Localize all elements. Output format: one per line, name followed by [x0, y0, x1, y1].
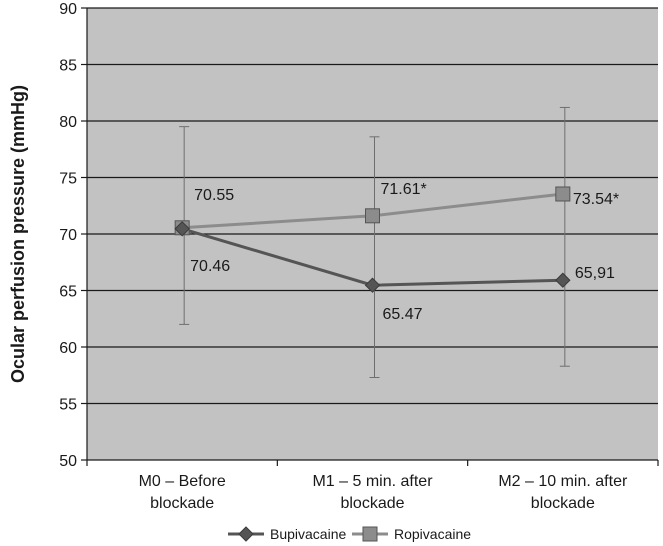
y-tick-label: 50 — [59, 453, 77, 470]
legend: Bupivacaine Ropivacaine — [228, 526, 471, 542]
x-tick-labels: M0 – Before blockade M1 – 5 min. after bloc… — [139, 473, 628, 512]
series-markers — [174, 186, 571, 293]
y-tick-label: 90 — [59, 1, 77, 18]
bupivacaine-point — [174, 221, 190, 237]
x-tick-label: blockade — [340, 495, 404, 512]
ropivacaine-point — [555, 186, 571, 202]
data-label: 65.47 — [383, 306, 423, 323]
x-tick-label: blockade — [150, 495, 214, 512]
data-label: 70.46 — [190, 258, 230, 275]
x-tick-label: M2 – 10 min. after — [498, 473, 628, 490]
x-tick-label: M0 – Before — [139, 473, 226, 490]
x-tick-label: blockade — [531, 495, 595, 512]
ropivacaine-point — [365, 208, 380, 224]
y-tick-label: 75 — [59, 171, 77, 188]
legend-label-ropivacaine: Ropivacaine — [394, 526, 471, 542]
data-labels: 70.46 65.47 65,91 70.55 71.61* 73.54* — [190, 181, 619, 323]
legend-marker-ropivacaine — [362, 526, 378, 542]
y-tick-label: 60 — [59, 340, 77, 357]
data-label: 70.55 — [194, 187, 234, 204]
y-tick-label: 85 — [59, 58, 77, 75]
y-tick-labels: 50 55 60 65 70 75 80 85 90 — [59, 1, 77, 470]
bupivacaine-point — [555, 272, 571, 288]
x-tick-label: M1 – 5 min. after — [312, 473, 433, 490]
bupivacaine-point — [364, 277, 381, 293]
axes — [81, 7, 659, 466]
data-label: 65,91 — [575, 265, 615, 282]
legend-marker-bupivacaine — [238, 526, 254, 542]
y-tick-label: 70 — [59, 227, 77, 244]
y-tick-label: 65 — [59, 284, 77, 301]
data-label: 71.61* — [381, 181, 427, 198]
legend-label-bupivacaine: Bupivacaine — [270, 526, 346, 542]
y-tick-label: 80 — [59, 114, 77, 131]
data-label: 73.54* — [573, 191, 619, 208]
y-axis-label: Ocular perfusion pressure (mmHg) — [8, 85, 28, 383]
y-tick-label: 55 — [59, 397, 77, 414]
